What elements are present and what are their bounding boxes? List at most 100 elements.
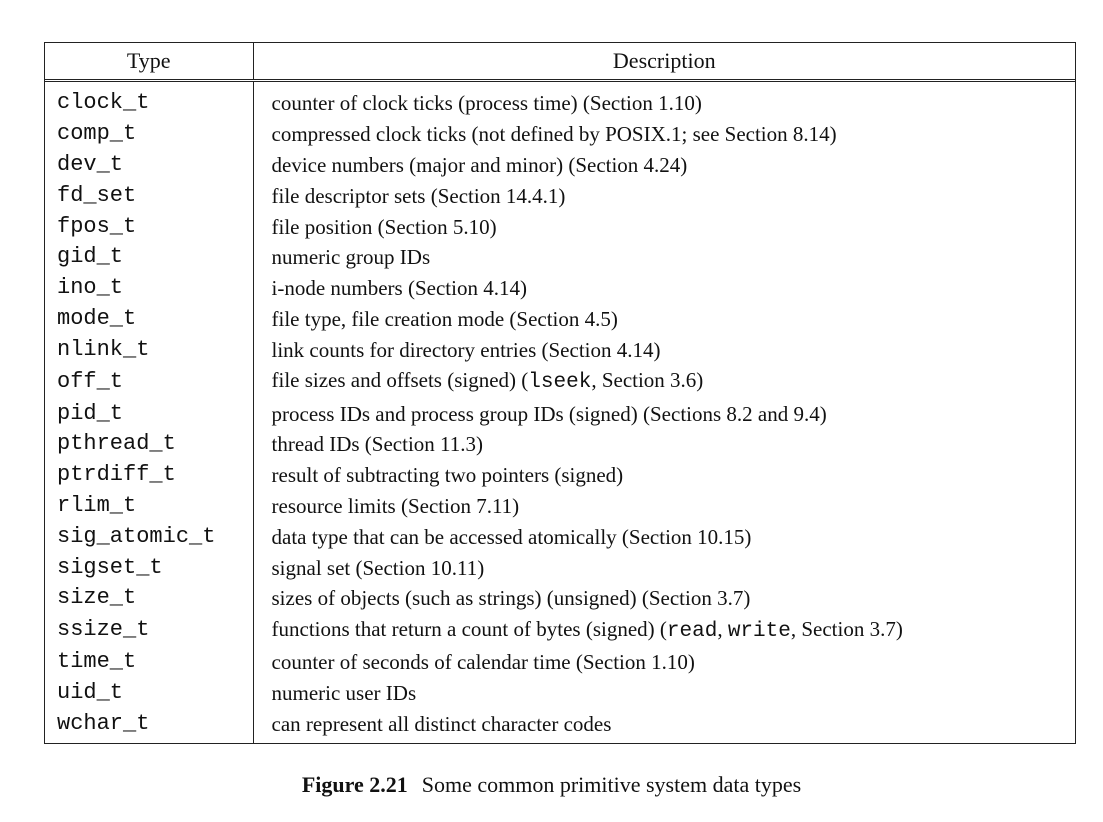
type-cell: fpos_t [45,211,254,242]
description-cell: device numbers (major and minor) (Sectio… [253,150,1075,181]
table-row: pid_t process IDs and process group IDs (… [45,398,1075,429]
figure-caption: Figure 2.21 Some common primitive system … [0,772,1103,798]
type-cell: gid_t [45,241,254,273]
description-cell: data type that can be accessed atomicall… [253,521,1075,552]
description-text: file position (Section 5.10) [271,214,497,239]
description-text: numeric user IDs [271,680,417,705]
figure-label: Figure 2.21 [301,772,408,797]
type-cell: pid_t [45,398,254,429]
table-row: comp_t compressed clock ticks (not define… [45,118,1075,150]
table-row: rlim_t resource limits (Section 7.11) [45,490,1075,522]
table-row: ssize_t functions that return a count of … [45,613,1075,647]
description-text: functions that return a count of bytes (… [271,616,667,641]
description-cell: sizes of objects (such as strings) (unsi… [253,583,1075,614]
header-row: Type Description [45,43,1075,82]
data-types-table: Type Description clock_t counter of clock… [44,42,1076,745]
table-row: sig_atomic_t data type that can be access… [45,521,1075,553]
description-cell: link counts for directory entries (Secti… [253,334,1075,365]
description-cell: file descriptor sets (Section 14.4.1) [253,180,1075,211]
type-cell: dev_t [45,149,254,181]
description-text: , [717,616,728,641]
description-cell: numeric group IDs [253,242,1075,273]
table-header: Type Description [45,43,1075,82]
description-cell: numeric user IDs [253,678,1075,709]
function-name: read [666,619,718,643]
description-text: compressed clock ticks (not defined by P… [271,122,837,147]
type-cell: uid_t [45,677,254,709]
description-cell: can represent all distinct character cod… [253,708,1075,743]
type-cell: ino_t [45,272,254,304]
description-cell: file position (Section 5.10) [253,211,1075,242]
description-text: , Section 3.7) [790,616,903,641]
description-cell: functions that return a count of bytes (… [253,614,1075,647]
figure-caption-text: Some common primitive system data types [421,772,802,797]
table-row: gid_t numeric group IDs [45,241,1075,273]
description-text: link counts for directory entries (Secti… [271,337,661,362]
description-text: result of subtracting two pointers (sign… [271,463,624,488]
description-text: process IDs and process group IDs (signe… [271,401,827,426]
description-cell: compressed clock ticks (not defined by P… [253,119,1075,150]
table-row: fd_set file descriptor sets (Section 14.4… [45,180,1075,212]
type-cell: clock_t [45,80,254,119]
description-text: sizes of objects (such as strings) (unsi… [271,586,751,611]
type-cell: mode_t [45,303,254,335]
description-cell: file sizes and offsets (signed) (lseek, … [253,365,1075,398]
description-cell: file type, file creation mode (Section 4… [253,304,1075,335]
description-text: file type, file creation mode (Section 4… [271,306,618,331]
type-cell: rlim_t [45,490,254,522]
description-cell: i-node numbers (Section 4.14) [253,273,1075,304]
function-name: write [727,619,791,643]
description-text: counter of seconds of calendar time (Sec… [271,650,695,675]
description-cell: counter of seconds of calendar time (Sec… [253,647,1075,678]
description-cell: resource limits (Section 7.11) [253,491,1075,522]
type-cell: sig_atomic_t [45,521,254,553]
function-name: lseek [528,371,592,395]
description-text: resource limits (Section 7.11) [271,493,520,518]
description-text: data type that can be accessed atomicall… [271,524,752,549]
table-row: size_t sizes of objects (such as strings)… [45,582,1075,614]
description-text: thread IDs (Section 11.3) [271,432,484,457]
table: Type Description clock_t counter of clock… [45,43,1075,744]
description-text: can represent all distinct character cod… [271,711,612,736]
description-text: device numbers (major and minor) (Sectio… [271,152,688,177]
description-text: signal set (Section 10.11) [271,555,485,580]
column-header-description: Description [253,43,1075,82]
table-row: sigset_t signal set (Section 10.11) [45,552,1075,583]
description-cell: result of subtracting two pointers (sign… [253,460,1075,491]
type-cell: time_t [45,646,254,678]
table-row: ino_t i-node numbers (Section 4.14) [45,272,1075,304]
type-cell: wchar_t [45,708,254,744]
type-cell: ssize_t [45,613,254,647]
column-header-type: Type [45,43,254,82]
type-cell: off_t [45,365,254,399]
description-cell: thread IDs (Section 11.3) [253,429,1075,460]
table-body: clock_t counter of clock ticks (process t… [45,80,1075,744]
table-row: clock_t counter of clock ticks (process t… [45,80,1075,119]
description-text: file descriptor sets (Section 14.4.1) [271,183,566,208]
table-row: time_t counter of seconds of calendar tim… [45,646,1075,678]
type-cell: comp_t [45,118,254,150]
description-cell: counter of clock ticks (process time) (S… [253,81,1075,119]
type-cell: ptrdiff_t [45,459,254,491]
table-row: off_t file sizes and offsets (signed) (ls… [45,365,1075,399]
type-cell: nlink_t [45,334,254,366]
table-row: pthread_t thread IDs (Section 11.3) [45,428,1075,460]
type-cell: fd_set [45,180,254,212]
description-cell: signal set (Section 10.11) [253,552,1075,583]
description-text: , Section 3.6) [591,368,704,393]
type-cell: size_t [45,582,254,614]
table-row: mode_t file type, file creation mode (Sec… [45,303,1075,335]
table-row: wchar_t can represent all distinct charac… [45,708,1075,744]
table-row: dev_t device numbers (major and minor) (S… [45,149,1075,181]
description-cell: process IDs and process group IDs (signe… [253,398,1075,429]
table-row: ptrdiff_t result of subtracting two point… [45,459,1075,491]
type-cell: pthread_t [45,428,254,460]
description-text: i-node numbers (Section 4.14) [271,276,527,301]
table-row: nlink_t link counts for directory entries… [45,334,1075,366]
description-text: numeric group IDs [271,245,431,270]
type-cell: sigset_t [45,552,254,583]
table-row: fpos_t file position (Section 5.10) [45,211,1075,242]
description-text: file sizes and offsets (signed) ( [271,368,529,393]
description-text: counter of clock ticks (process time) (S… [271,91,702,116]
table-row: uid_t numeric user IDs [45,677,1075,709]
